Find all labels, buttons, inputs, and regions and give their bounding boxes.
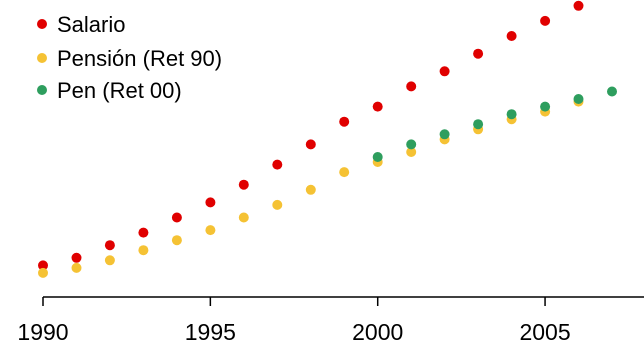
legend-marker-pension-ret-90 xyxy=(37,53,47,63)
point-pen-ret-00-2003 xyxy=(473,119,483,129)
legend-marker-pen-ret-00 xyxy=(37,85,47,95)
point-salario-2005 xyxy=(540,16,550,26)
point-salario-1997 xyxy=(272,160,282,170)
point-pension-ret-90-1990 xyxy=(38,268,48,278)
point-salario-2001 xyxy=(406,81,416,91)
point-pension-ret-90-1991 xyxy=(72,263,82,273)
point-pen-ret-00-2000 xyxy=(373,152,383,162)
x-tick-label-2000: 2000 xyxy=(352,319,403,345)
point-pen-ret-00-2007 xyxy=(607,87,617,97)
point-salario-1991 xyxy=(72,253,82,263)
point-salario-1993 xyxy=(138,228,148,238)
point-pension-ret-90-1993 xyxy=(138,245,148,255)
legend-label-salario: Salario xyxy=(57,12,125,37)
legend-label-pen-ret-00: Pen (Ret 00) xyxy=(57,78,182,103)
point-pension-ret-90-1994 xyxy=(172,235,182,245)
legend-label-pension-ret-90: Pensión (Ret 90) xyxy=(57,46,222,71)
point-pension-ret-90-1999 xyxy=(339,167,349,177)
point-pen-ret-00-2001 xyxy=(406,139,416,149)
data-points xyxy=(38,0,617,278)
point-salario-2003 xyxy=(473,49,483,59)
legend: Salario Pensión (Ret 90) Pen (Ret 00) xyxy=(37,12,222,103)
point-salario-1996 xyxy=(239,180,249,190)
point-pen-ret-00-2006 xyxy=(574,94,584,104)
point-salario-2004 xyxy=(507,31,517,41)
point-salario-2002 xyxy=(440,66,450,76)
x-axis-ticks: 1990 1995 2000 2005 xyxy=(17,297,570,345)
point-pen-ret-00-2004 xyxy=(507,109,517,119)
point-salario-2006 xyxy=(574,1,584,11)
point-pension-ret-90-1995 xyxy=(205,225,215,235)
point-salario-1998 xyxy=(306,139,316,149)
x-tick-label-2005: 2005 xyxy=(519,319,570,345)
point-pension-ret-90-1997 xyxy=(272,200,282,210)
legend-entry-pen-ret-00: Pen (Ret 00) xyxy=(37,78,182,103)
point-pen-ret-00-2002 xyxy=(440,129,450,139)
x-tick-label-1990: 1990 xyxy=(17,319,68,345)
legend-marker-salario xyxy=(37,19,47,29)
point-salario-2000 xyxy=(373,102,383,112)
point-pen-ret-00-2005 xyxy=(540,102,550,112)
point-salario-1995 xyxy=(205,197,215,207)
point-pension-ret-90-1996 xyxy=(239,213,249,223)
point-salario-1992 xyxy=(105,240,115,250)
legend-entry-salario: Salario xyxy=(37,12,125,37)
x-tick-label-1995: 1995 xyxy=(185,319,236,345)
point-salario-1994 xyxy=(172,213,182,223)
point-pension-ret-90-1992 xyxy=(105,255,115,265)
legend-entry-pension-ret-90: Pensión (Ret 90) xyxy=(37,46,222,71)
point-salario-1999 xyxy=(339,117,349,127)
point-pension-ret-90-1998 xyxy=(306,185,316,195)
